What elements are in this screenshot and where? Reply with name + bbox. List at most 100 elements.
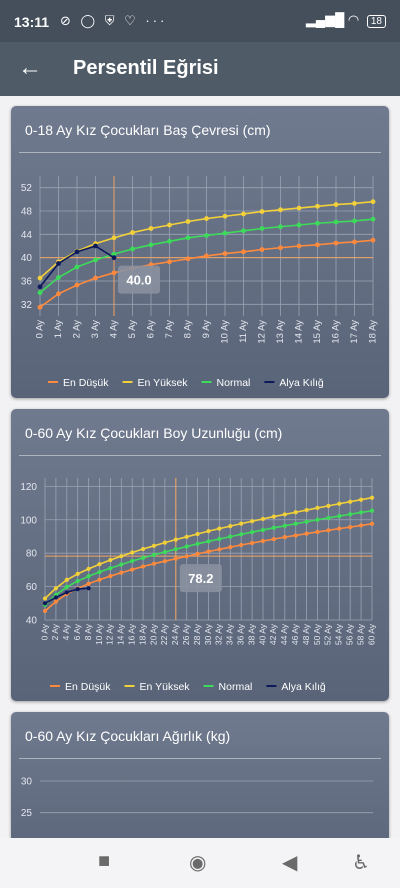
x-tick-label: 1 Ay [53,320,64,339]
x-tick-label: 9 Ay [201,320,212,339]
data-point [37,290,43,296]
data-point [108,557,113,563]
x-tick-label: 11 Ay [238,320,249,343]
data-point [97,562,102,567]
height-chart[interactable]: 40 60 80 100 120 0 Ay 2 Ay 4 Ay 6 Ay 8 Ay 10 Ay 12 … [11,409,389,701]
data-point [93,243,98,249]
data-point [56,275,61,280]
legend-label: En Yüksek [138,377,189,389]
data-point [282,535,287,540]
x-tick-label: 50 Ay [312,623,322,645]
tooltip-value: 40.0 [126,273,151,288]
x-tick-label: 22 Ay [159,623,169,645]
accessibility-icon[interactable]: ♿ [352,852,370,874]
legend-entry: Alya Kılığ [266,681,326,693]
data-point [141,555,146,560]
x-tick-label: 18 Ay [368,320,379,344]
divider [19,152,381,153]
data-point [162,549,167,555]
data-point [64,584,69,590]
data-point [141,564,146,569]
data-point [206,549,211,554]
x-tick-label: 58 Ay [355,623,365,645]
data-point [337,526,342,531]
data-point [217,547,222,552]
data-point [228,524,233,529]
data-point [74,249,80,255]
data-point [162,559,167,564]
y-tick-label: 60 [26,582,38,593]
data-point [93,257,98,263]
x-tick-label: 6 Ay [72,623,82,640]
data-point [271,537,276,542]
data-point [222,230,228,236]
data-point [241,211,246,217]
data-point [111,251,117,257]
legend-entry: Alya Kılığ [264,377,324,389]
y-tick-label: 40 [26,616,38,627]
x-tick-label: 7 Ay [164,320,175,339]
data-point [293,533,298,538]
data-point [111,270,117,276]
data-point [86,574,91,579]
app-bar: ← Persentil Eğrisi [0,42,400,96]
data-point [37,275,43,281]
data-point [130,550,135,555]
x-tick-label: 30 Ay [203,623,213,645]
data-point [296,222,302,228]
data-point [173,547,178,552]
data-point [151,561,157,566]
data-point [241,228,246,234]
data-point [296,205,302,211]
signal-icon: ▂▄▆█ [305,12,345,27]
divider [19,455,381,456]
chart-title: 0-18 Ay Kız Çocukları Baş Çevresi (cm) [25,122,271,138]
x-tick-label: 40 Ay [257,623,267,645]
navigation-bar: ■ ◉ ◀ ♿ [0,838,400,888]
recent-apps-icon[interactable]: ■ [98,850,111,872]
legend-label: Alya Kılığ [279,377,324,389]
legend-label: Alya Kılığ [281,681,326,693]
data-point [130,567,135,572]
data-point [111,255,117,261]
legend-entry: En Yüksek [122,377,189,389]
x-tick-label: 44 Ay [279,623,289,645]
x-tick-label: 52 Ay [323,623,333,645]
x-tick-label: 3 Ay [90,320,101,339]
data-point [167,238,172,244]
data-point [151,552,157,557]
x-tick-label: 20 Ay [148,623,158,645]
x-tick-label: 8 Ay [183,320,194,339]
data-point [370,216,376,222]
data-point [93,275,98,281]
back-icon[interactable]: ◀ [282,852,298,874]
data-point [184,534,189,539]
head-circumference-chart[interactable]: 32 36 40 44 48 52 0 Ay 1 Ay 2 Ay 3 Ay 4 Ay 5 Ay 6 Ay… [11,106,389,398]
x-tick-label: 14 Ay [116,623,126,645]
data-point [141,546,146,552]
y-tick-label: 48 [21,207,33,218]
data-point [239,521,244,526]
data-point [130,230,135,235]
data-point [173,537,178,542]
back-arrow-icon[interactable]: ← [18,54,42,81]
data-point [64,577,69,583]
data-point [119,554,124,559]
legend-entry: En Düşük [48,377,109,389]
data-point [348,525,353,530]
data-point [74,264,80,270]
data-point [56,261,61,266]
data-point [228,545,233,550]
data-point [352,218,357,224]
chart-title: 0-60 Ay Kız Çocukları Boy Uzunluğu (cm) [25,425,283,441]
data-point [86,586,91,591]
data-point [271,525,276,530]
data-point [204,216,209,221]
data-point [53,595,59,600]
home-icon[interactable]: ◉ [189,852,207,874]
data-point [167,259,172,265]
data-point [204,233,209,238]
data-point [315,203,320,209]
data-point [204,253,209,259]
y-tick-label: 30 [21,777,33,788]
